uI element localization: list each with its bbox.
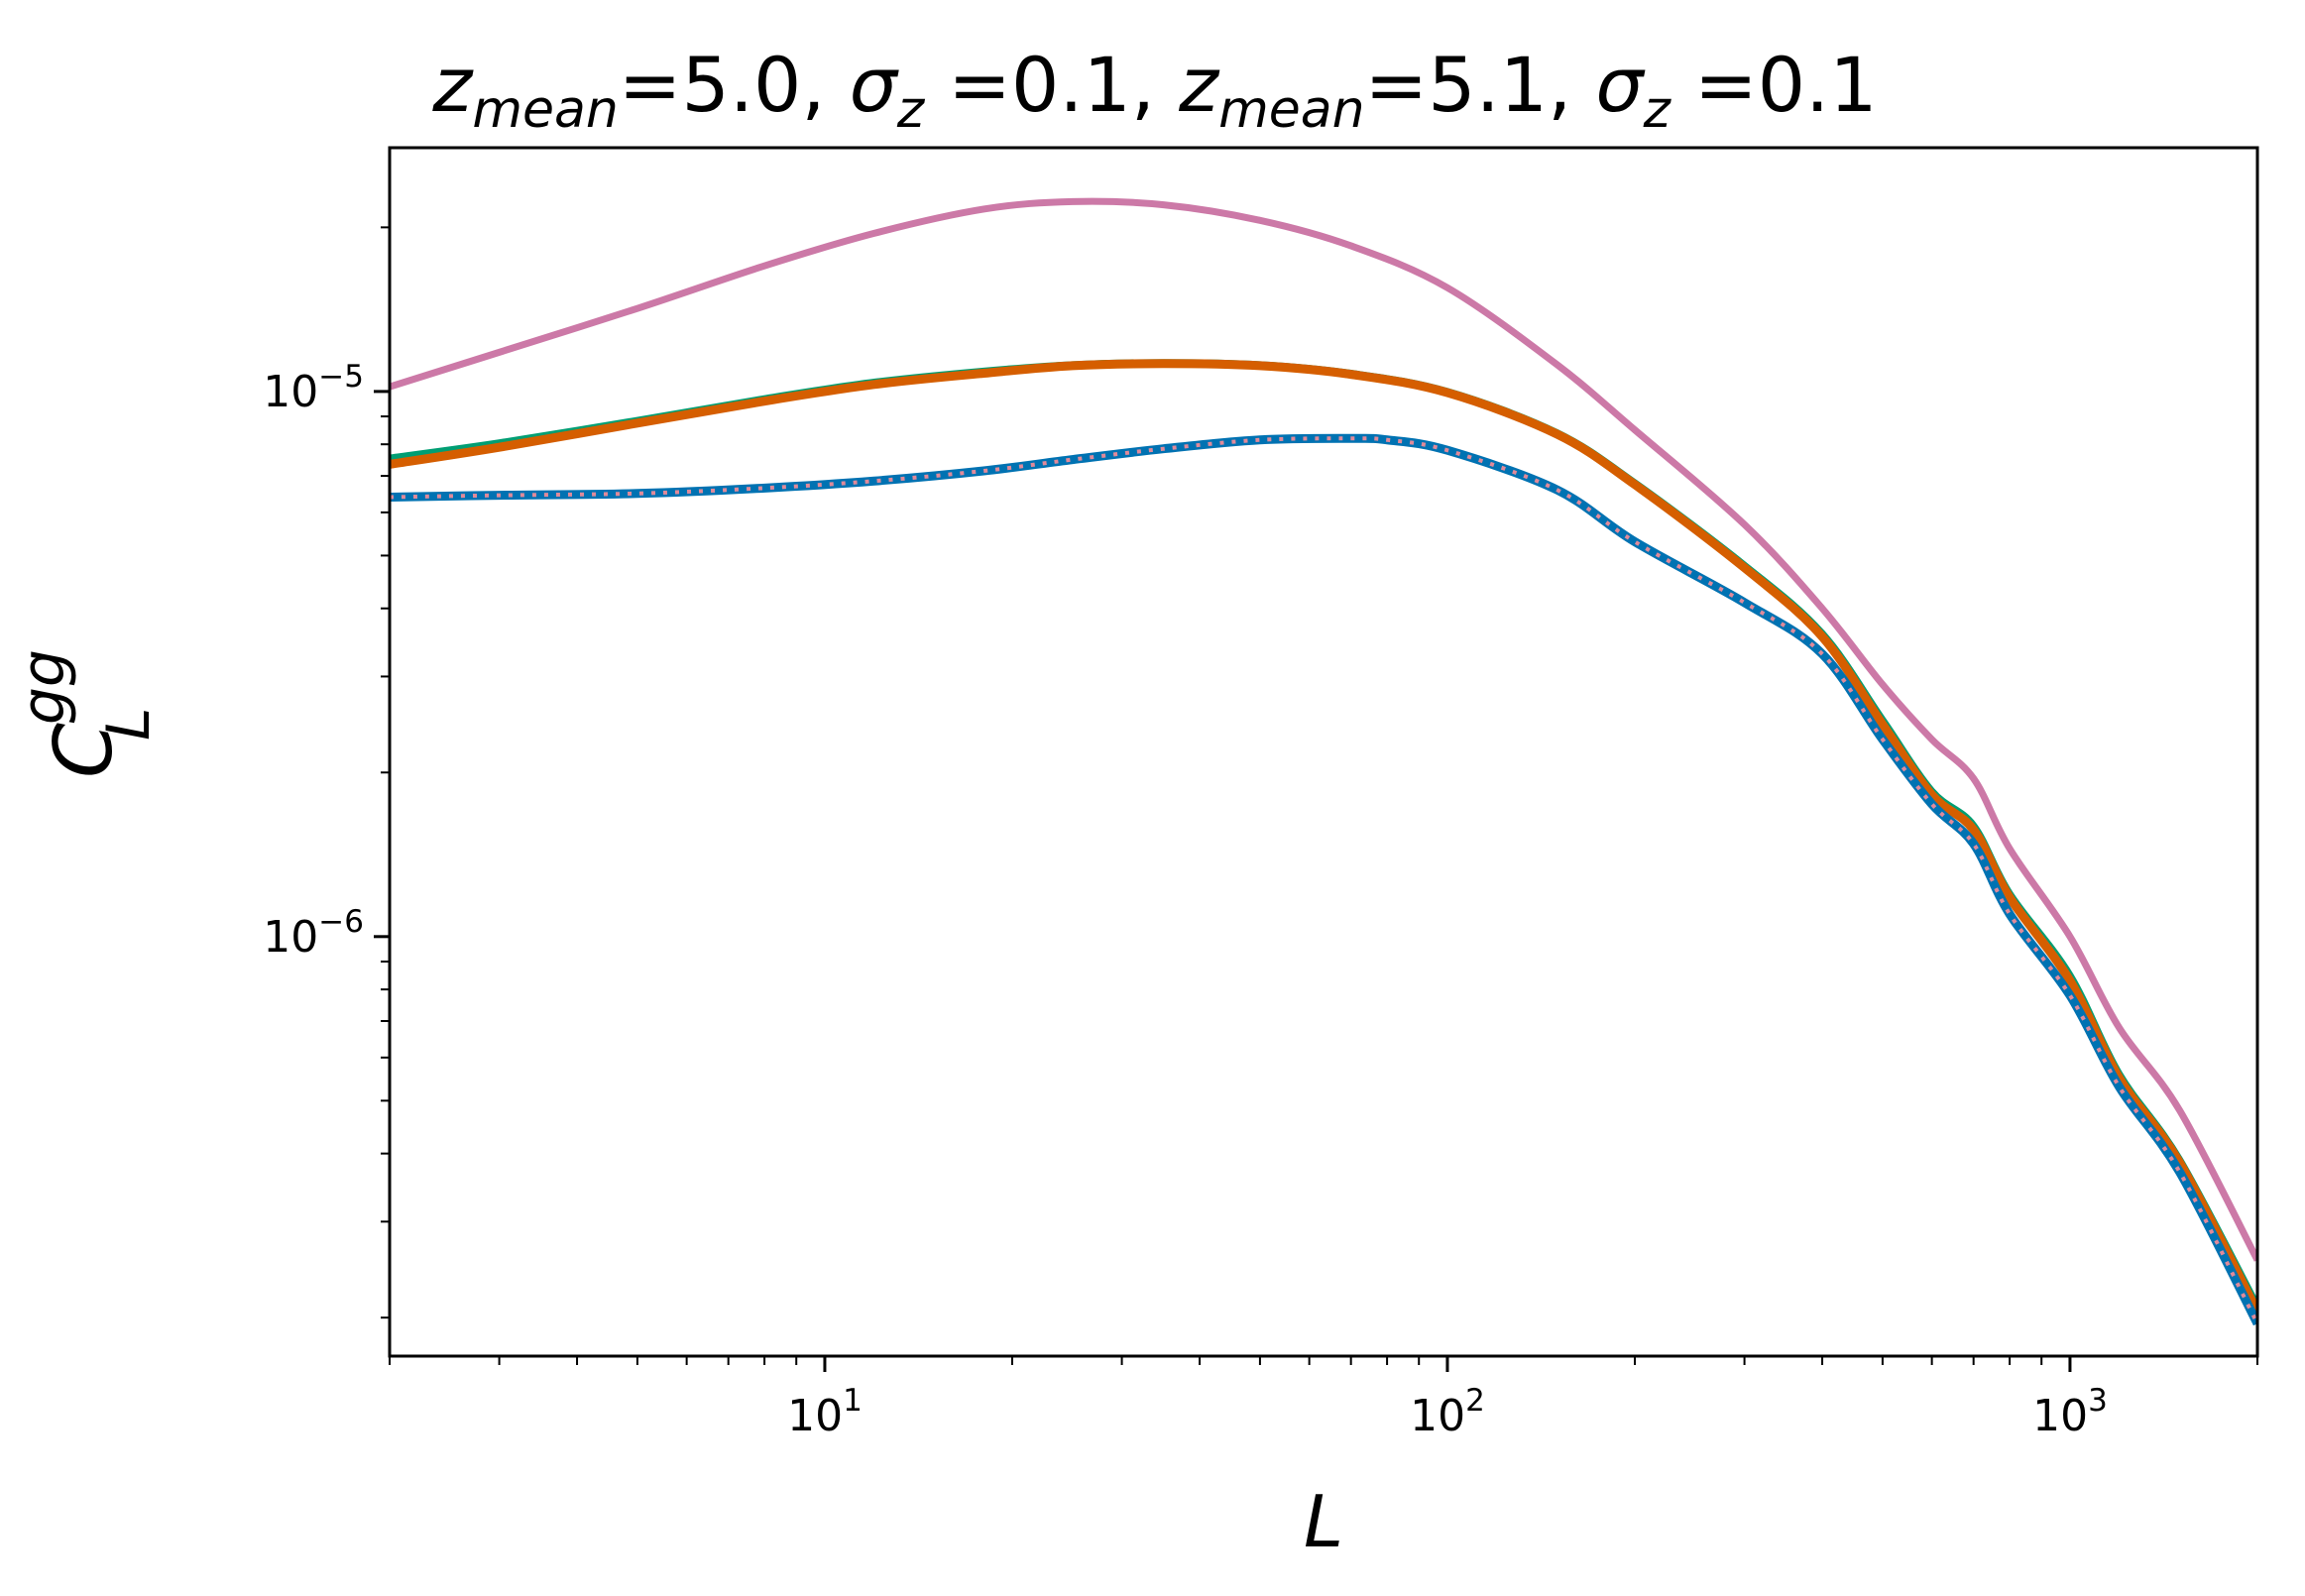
x-tick-exponent: 1: [843, 1383, 863, 1419]
title-sub-3: mean: [1218, 80, 1364, 140]
y-label-sub: L: [94, 708, 164, 741]
series-line-model-dotted: [390, 436, 2257, 1325]
title-sym-2: σ: [850, 41, 900, 129]
series-line-auto-pink: [390, 197, 2257, 1262]
x-tick-base: 10: [787, 1391, 843, 1441]
title-sym-3: z: [1178, 41, 1220, 129]
title-sym-1: z: [431, 41, 474, 129]
x-tick-exponent: 3: [2088, 1383, 2108, 1419]
y-tick-base: 10: [263, 367, 318, 417]
x-tick-label: 102: [1410, 1383, 1485, 1441]
title-sub-1: mean: [472, 80, 618, 140]
x-tick-base: 10: [1410, 1391, 1465, 1441]
title-rest-3: =5.1,: [1365, 41, 1596, 129]
x-tick-label: 103: [2032, 1383, 2108, 1441]
y-label-sym: C: [38, 723, 130, 778]
x-axis-label: L: [1304, 1480, 1343, 1563]
series-line-cross-orange: [390, 359, 2257, 1314]
plot-area: [390, 197, 2257, 1326]
title-rest-1: =5.0,: [619, 41, 850, 129]
title-sym-4: σ: [1595, 41, 1646, 129]
x-tick-label: 101: [787, 1383, 863, 1441]
y-tick-exponent: −6: [318, 904, 364, 940]
y-axis-label: Cgg L: [9, 649, 164, 778]
y-tick-label: 10−5: [263, 359, 364, 417]
title-sub-2: z: [896, 80, 926, 140]
x-tick-exponent: 2: [1465, 1383, 1485, 1419]
chart-title: zmean=5.0, σz =0.1, zmean=5.1, σz =0.1: [431, 41, 1877, 140]
y-label-sup: gg: [9, 649, 78, 725]
y-tick-label: 10−6: [263, 904, 364, 963]
y-tick-base: 10: [263, 912, 318, 963]
title-rest-2: =0.1,: [924, 41, 1179, 129]
title-rest-4: =0.1: [1671, 41, 1878, 129]
axes-frame: [388, 146, 2259, 1358]
x-tick-base: 10: [2032, 1391, 2088, 1441]
title-sub-4: z: [1643, 80, 1672, 140]
y-tick-exponent: −5: [318, 359, 364, 395]
